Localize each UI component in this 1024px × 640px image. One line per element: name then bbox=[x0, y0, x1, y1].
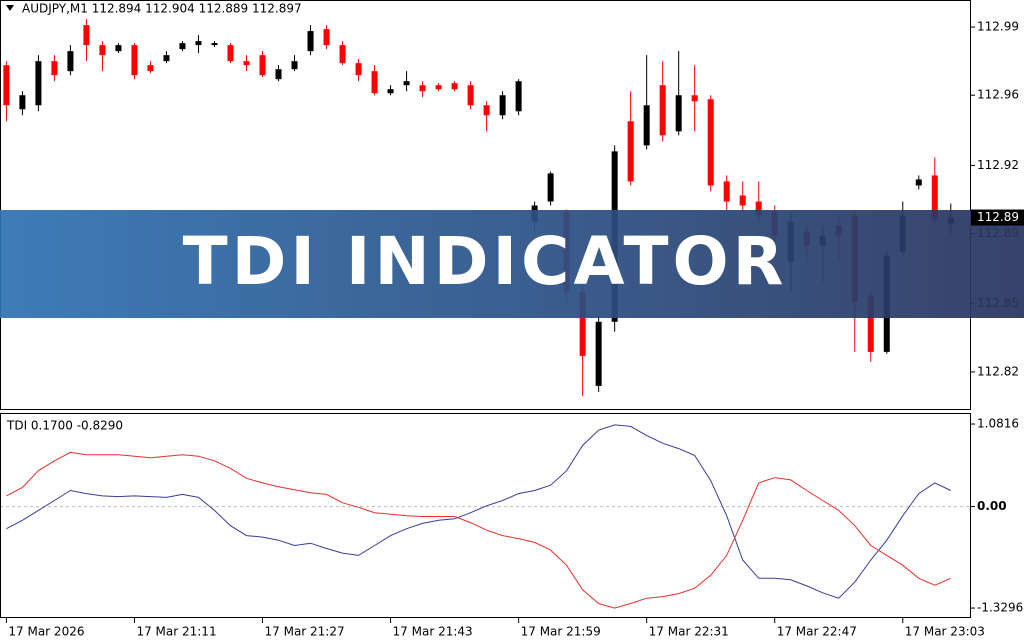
candle-body bbox=[595, 321, 602, 386]
candle-body bbox=[179, 43, 186, 50]
candle-body bbox=[355, 63, 362, 76]
x-tick-label: 17 Mar 22:31 bbox=[649, 625, 729, 639]
indicator-line bbox=[6, 424, 952, 599]
candle-body bbox=[163, 55, 170, 62]
candle-body bbox=[675, 95, 682, 132]
candle-body bbox=[515, 81, 522, 112]
candle-body bbox=[403, 81, 410, 86]
candle-body bbox=[243, 61, 250, 66]
symbol-title: AUDJPY,M1 112.894 112.904 112.889 112.89… bbox=[22, 2, 302, 16]
x-tick-label: 17 Mar 23:03 bbox=[905, 625, 985, 639]
overlay: 112.89 bbox=[971, 209, 1024, 226]
candle-body bbox=[483, 105, 490, 116]
indicator-line bbox=[6, 451, 951, 609]
candle-body bbox=[275, 69, 282, 80]
candle-body bbox=[467, 85, 474, 106]
candle-body bbox=[547, 173, 554, 202]
candle-body bbox=[371, 71, 378, 94]
candle-body bbox=[307, 31, 314, 52]
x-tick-label: 17 Mar 21:11 bbox=[136, 625, 216, 639]
price-label: 112.89 bbox=[977, 210, 1019, 224]
y-tick-label: 112.99 bbox=[977, 20, 1019, 34]
candle-body bbox=[707, 99, 714, 186]
candle-body bbox=[3, 65, 10, 106]
x-tick-label: 17 Mar 21:59 bbox=[521, 625, 601, 639]
candle-body bbox=[643, 105, 650, 146]
y-tick-label: 112.92 bbox=[977, 158, 1019, 172]
candle-body bbox=[915, 179, 922, 186]
y-tick-label: 112.96 bbox=[977, 88, 1019, 102]
y-tick-label: -1.3296 bbox=[977, 601, 1023, 615]
price-label-box bbox=[971, 209, 1024, 226]
candle-body bbox=[35, 61, 42, 106]
candle-body bbox=[499, 95, 506, 116]
y-tick-label: 112.82 bbox=[977, 364, 1019, 378]
candle-body bbox=[67, 51, 74, 72]
candle-body bbox=[51, 61, 58, 76]
indicator-frame bbox=[0, 413, 971, 618]
y-tick-label: 0.00 bbox=[977, 499, 1007, 513]
candle-body bbox=[259, 55, 266, 76]
banner-text: TDI INDICATOR bbox=[183, 223, 788, 300]
banner-band bbox=[0, 210, 1024, 318]
y-tick-label: 1.0816 bbox=[977, 417, 1019, 431]
x-tick-label: 17 Mar 21:43 bbox=[393, 625, 473, 639]
candle-body bbox=[435, 85, 442, 90]
indicator-pane: 1.0816 0.00 -1.3296 17 Mar 2026 17 Mar 21:11… bbox=[0, 417, 1023, 639]
frame bbox=[0, 0, 971, 618]
banner: TDI INDICATOR bbox=[0, 210, 1024, 318]
price-frame bbox=[0, 0, 971, 410]
x-tick-label: 17 Mar 2026 bbox=[8, 625, 84, 639]
candle-body bbox=[739, 195, 746, 206]
candle-body bbox=[691, 95, 698, 102]
candle-body bbox=[867, 295, 874, 352]
x-tick-label: 17 Mar 21:27 bbox=[265, 625, 345, 639]
candle-body bbox=[339, 45, 346, 64]
candle-body bbox=[931, 175, 938, 220]
candle-body bbox=[83, 25, 90, 46]
candle-body bbox=[195, 41, 202, 46]
candle-body bbox=[227, 45, 234, 62]
indicator-title: TDI 0.1700 -0.8290 bbox=[6, 419, 123, 433]
candle-body bbox=[579, 291, 586, 356]
candle-body bbox=[323, 29, 330, 46]
candle-body bbox=[19, 95, 26, 110]
candle-body bbox=[291, 61, 298, 70]
candle-body bbox=[627, 121, 634, 182]
candle-body bbox=[755, 201, 762, 216]
candle-body bbox=[115, 45, 122, 52]
candle-body bbox=[659, 85, 666, 136]
candle-body bbox=[99, 45, 106, 56]
candle-body bbox=[419, 85, 426, 92]
candle-body bbox=[451, 83, 458, 90]
candle-body bbox=[387, 89, 394, 94]
candle-body bbox=[723, 181, 730, 202]
menu-triangle bbox=[6, 5, 14, 11]
candle-body bbox=[147, 65, 154, 72]
candle-body bbox=[131, 45, 138, 76]
candle-body bbox=[211, 43, 218, 46]
x-tick-label: 17 Mar 22:47 bbox=[777, 625, 857, 639]
